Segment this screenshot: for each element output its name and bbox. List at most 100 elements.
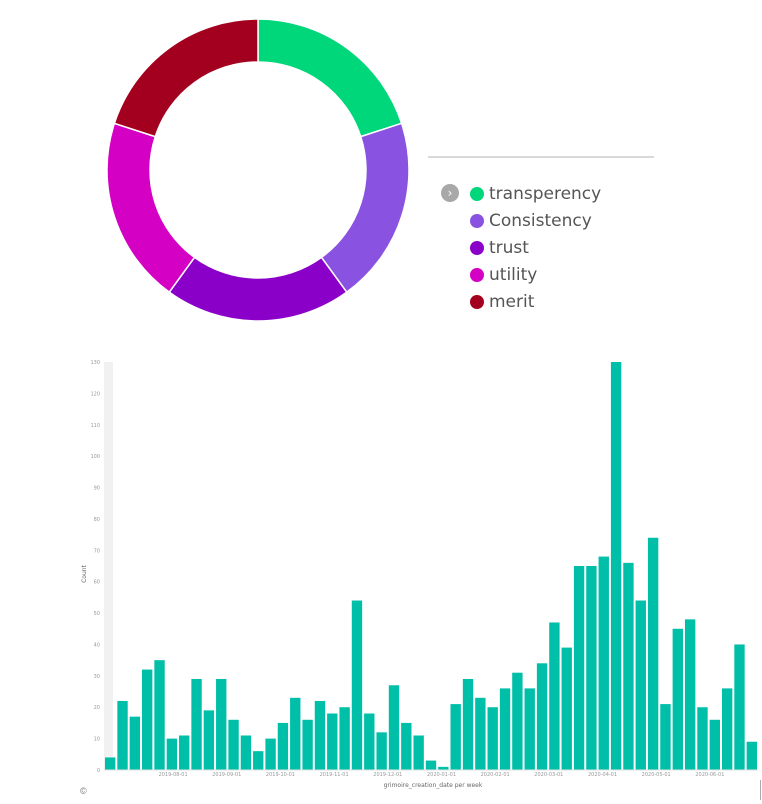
bar[interactable]	[462, 678, 474, 770]
legend: › transperency Consistency trust utility mer…	[428, 156, 654, 315]
x-tick-label: 2020-06-01	[695, 772, 724, 778]
bar[interactable]	[746, 741, 758, 770]
copyright-icon: ©	[80, 786, 87, 796]
donut-slice-utility[interactable]	[106, 122, 196, 294]
bar[interactable]	[709, 719, 720, 770]
bar[interactable]	[487, 707, 498, 770]
y-tick-label: 110	[90, 423, 100, 429]
bar[interactable]	[290, 697, 301, 770]
bar[interactable]	[734, 644, 745, 770]
bar[interactable]	[721, 688, 733, 770]
x-axis-title: grimoire_creation_date per week	[384, 782, 483, 789]
y-tick-label: 70	[94, 548, 100, 554]
legend-item-merit[interactable]: merit	[470, 288, 654, 315]
bar[interactable]	[388, 685, 400, 770]
bar[interactable]	[672, 628, 683, 770]
y-tick-label: 40	[94, 642, 100, 648]
bar[interactable]	[401, 722, 412, 770]
donut-slice-transperency[interactable]	[257, 18, 403, 138]
bar[interactable]	[216, 678, 227, 770]
bar[interactable]	[647, 537, 659, 770]
legend-label: merit	[489, 291, 535, 312]
legend-divider	[428, 156, 654, 158]
legend-toggle-chevron-right-icon[interactable]: ›	[441, 184, 459, 202]
bar[interactable]	[573, 566, 585, 770]
bar[interactable]	[586, 566, 597, 770]
right-divider	[760, 780, 761, 800]
bar[interactable]	[142, 669, 153, 770]
bar[interactable]	[425, 760, 437, 770]
x-tick-label: 2019-12-01	[373, 772, 402, 778]
bar[interactable]	[253, 751, 264, 770]
bar[interactable]	[117, 700, 128, 770]
legend-label: transperency	[489, 183, 602, 204]
bar[interactable]	[166, 738, 178, 770]
bar[interactable]	[191, 678, 202, 770]
bar[interactable]	[635, 600, 646, 770]
bar[interactable]	[549, 622, 560, 770]
legend-list: transperency Consistency trust utility merit	[428, 180, 654, 315]
x-tick-label: 2019-11-01	[320, 772, 349, 778]
bar[interactable]	[351, 600, 363, 770]
bar[interactable]	[598, 556, 609, 770]
bar[interactable]	[450, 704, 461, 770]
bar[interactable]	[413, 735, 424, 770]
bar[interactable]	[623, 562, 634, 770]
bar[interactable]	[154, 660, 165, 770]
x-tick-label: 2020-05-01	[642, 772, 671, 778]
bar[interactable]	[499, 688, 511, 770]
bar[interactable]	[660, 704, 671, 770]
bar[interactable]	[364, 713, 375, 770]
bar[interactable]	[684, 619, 696, 770]
bar[interactable]	[314, 700, 326, 770]
y-tick-label: 80	[94, 517, 100, 523]
bar[interactable]	[339, 707, 350, 770]
legend-item-consistency[interactable]: Consistency	[470, 207, 654, 234]
bar[interactable]	[610, 362, 622, 770]
bar-chart: 0 10 20 30 40 50 60 70 80 90 100 110 120 130 2019-08-0…	[81, 360, 758, 789]
legend-item-utility[interactable]: utility	[470, 261, 654, 288]
bar[interactable]	[302, 719, 313, 770]
donut-slice-merit[interactable]	[113, 18, 259, 138]
bar[interactable]	[228, 719, 239, 770]
y-tick-label: 120	[90, 391, 100, 397]
legend-swatch	[470, 294, 484, 309]
donut-slice-consistency[interactable]	[320, 122, 410, 294]
bar[interactable]	[104, 757, 116, 770]
legend-item-trust[interactable]: trust	[470, 234, 654, 261]
bar[interactable]	[265, 738, 276, 770]
bar[interactable]	[327, 713, 338, 770]
bar[interactable]	[376, 732, 387, 770]
y-tick-label: 100	[90, 454, 100, 460]
x-tick-label: 2020-01-01	[427, 772, 456, 778]
legend-label: trust	[489, 237, 529, 258]
bar[interactable]	[697, 707, 708, 770]
y-tick-label: 30	[94, 674, 100, 680]
donut-chart	[106, 18, 410, 322]
legend-swatch	[470, 240, 484, 255]
y-axis-band	[104, 362, 113, 770]
y-tick-label: 50	[94, 611, 100, 617]
bar[interactable]	[524, 688, 535, 770]
legend-label: Consistency	[489, 210, 592, 231]
bar[interactable]	[179, 735, 190, 770]
y-axis-title: Count	[81, 564, 88, 582]
bar[interactable]	[512, 672, 523, 770]
bar[interactable]	[475, 697, 486, 770]
legend-item-transperency[interactable]: transperency	[470, 180, 654, 207]
bar[interactable]	[240, 735, 252, 770]
bar[interactable]	[438, 766, 449, 770]
bar[interactable]	[277, 722, 289, 770]
bar[interactable]	[203, 710, 215, 770]
legend-label: utility	[489, 264, 538, 285]
donut-slice-trust[interactable]	[168, 256, 348, 322]
x-tick-label: 2019-10-01	[266, 772, 295, 778]
x-tick-label: 2019-08-01	[159, 772, 188, 778]
x-tick-label: 2020-03-01	[534, 772, 563, 778]
bar[interactable]	[561, 647, 572, 770]
bar[interactable]	[129, 716, 141, 770]
x-tick-label: 2020-02-01	[481, 772, 510, 778]
bar[interactable]	[536, 663, 548, 770]
y-tick-label: 90	[94, 486, 100, 492]
y-tick-label: 0	[97, 768, 100, 774]
